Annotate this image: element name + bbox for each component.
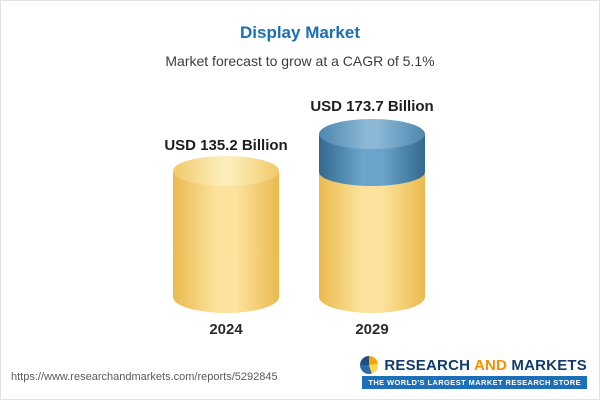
report-url: https://www.researchandmarkets.com/repor… — [11, 371, 278, 383]
brand-name: RESEARCH AND MARKETS — [384, 357, 587, 374]
bar-2024-cylinder-top — [173, 156, 279, 186]
bar-value-label-2024: USD 135.2 Billion — [164, 137, 288, 154]
brand-line: RESEARCH AND MARKETS — [360, 356, 587, 374]
bar-value-label-2029: USD 173.7 Billion — [310, 98, 434, 115]
brand-word-and: AND — [470, 356, 512, 374]
axis-label-2029: 2029 — [355, 321, 389, 338]
brand-word-research: RESEARCH — [384, 356, 471, 374]
bar-2024-cylinder-body — [173, 171, 279, 313]
brand-logo: RESEARCH AND MARKETS THE WORLD'S LARGEST… — [360, 356, 587, 389]
chart-title: Display Market — [240, 23, 360, 42]
axis-label-2024: 2024 — [209, 321, 243, 338]
chart-subtitle: Market forecast to grow at a CAGR of 5.1… — [165, 53, 435, 69]
bar-2029-cylinder-top — [319, 119, 425, 149]
bar-2029-cylinder-body-yellow — [319, 173, 425, 313]
brand-tagline: THE WORLD'S LARGEST MARKET RESEARCH STOR… — [362, 376, 587, 389]
globe-icon — [360, 356, 379, 374]
brand-word-markets: MARKETS — [511, 356, 587, 374]
